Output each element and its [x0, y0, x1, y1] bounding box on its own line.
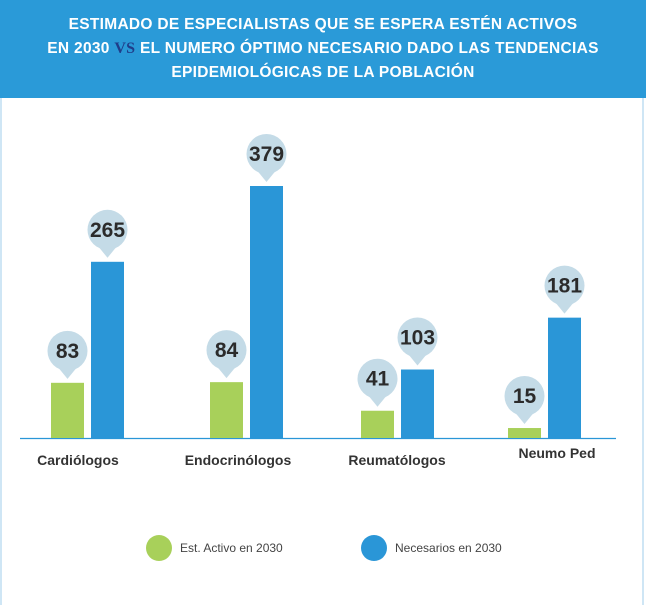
legend-label-active: Est. Activo en 2030 [180, 541, 283, 555]
legend-label-needed: Necesarios en 2030 [395, 541, 502, 555]
bubble-needed-3 [544, 265, 585, 306]
bubble-pointer-active-1 [217, 367, 236, 379]
legend-swatch-active [146, 535, 172, 561]
category-label-1: Endocrinólogos [185, 452, 292, 468]
data-label-active-1: 84 [215, 339, 239, 362]
data-label-needed-2: 103 [400, 327, 435, 350]
legend-swatch-needed [361, 535, 387, 561]
bubble-active-0 [47, 330, 88, 371]
bubble-active-3 [504, 376, 545, 417]
bar-active-1 [210, 382, 243, 438]
bar-needed-2 [401, 369, 434, 438]
bar-active-0 [51, 382, 84, 438]
bar-active-3 [508, 428, 541, 438]
chart-panel [0, 98, 644, 605]
bubble-active-2 [357, 358, 398, 399]
bubble-active-1 [206, 330, 247, 371]
title-vs: VS [114, 40, 136, 57]
bar-needed-3 [548, 317, 581, 438]
chart-legend: Est. Activo en 2030 Necesarios en 2030 [0, 535, 646, 565]
bubble-pointer-needed-2 [408, 354, 427, 366]
data-label-active-0: 83 [56, 340, 79, 363]
bar-needed-0 [91, 261, 124, 438]
data-label-active-3: 15 [513, 385, 537, 408]
category-label-3: Neumo Ped [518, 445, 595, 461]
category-label-2: Reumatólogos [348, 452, 445, 468]
legend-item-needed: Necesarios en 2030 [361, 535, 502, 561]
title-line-2-start: EN 2030 [47, 40, 115, 57]
title-line-3: EPIDEMIOLÓGICAS DE LA POBLACIÓN [171, 64, 475, 81]
bar-active-2 [361, 410, 394, 438]
legend-item-active: Est. Activo en 2030 [146, 535, 283, 561]
bar-needed-1 [250, 186, 283, 438]
title-line-2-end: EL NUMERO ÓPTIMO NECESARIO DADO LAS TEND… [135, 40, 599, 57]
data-label-needed-1: 379 [249, 143, 284, 166]
bubble-needed-0 [87, 209, 128, 250]
bubble-needed-2 [397, 317, 438, 358]
bubble-pointer-active-0 [58, 367, 77, 379]
data-label-active-2: 41 [366, 368, 390, 391]
bubble-needed-1 [246, 134, 287, 174]
data-label-needed-3: 181 [547, 275, 582, 298]
bubble-pointer-active-2 [368, 395, 387, 407]
data-label-needed-0: 265 [90, 219, 125, 242]
title-line-1: ESTIMADO DE ESPECIALISTAS QUE SE ESPERA … [68, 16, 578, 33]
bubble-pointer-needed-3 [555, 302, 574, 314]
bubble-pointer-needed-0 [98, 246, 117, 258]
bar-chart: 83 265 Cardiólogos 84 379 Endocrinólogos 41 103… [20, 134, 616, 468]
bubble-pointer-needed-1 [257, 171, 276, 182]
category-label-0: Cardiólogos [37, 452, 119, 468]
title-line-2: EN 2030 VS EL NUMERO ÓPTIMO NECESARIO DA… [47, 37, 598, 61]
bubble-pointer-active-3 [515, 413, 534, 425]
chart-header: ESTIMADO DE ESPECIALISTAS QUE SE ESPERA … [0, 0, 646, 98]
